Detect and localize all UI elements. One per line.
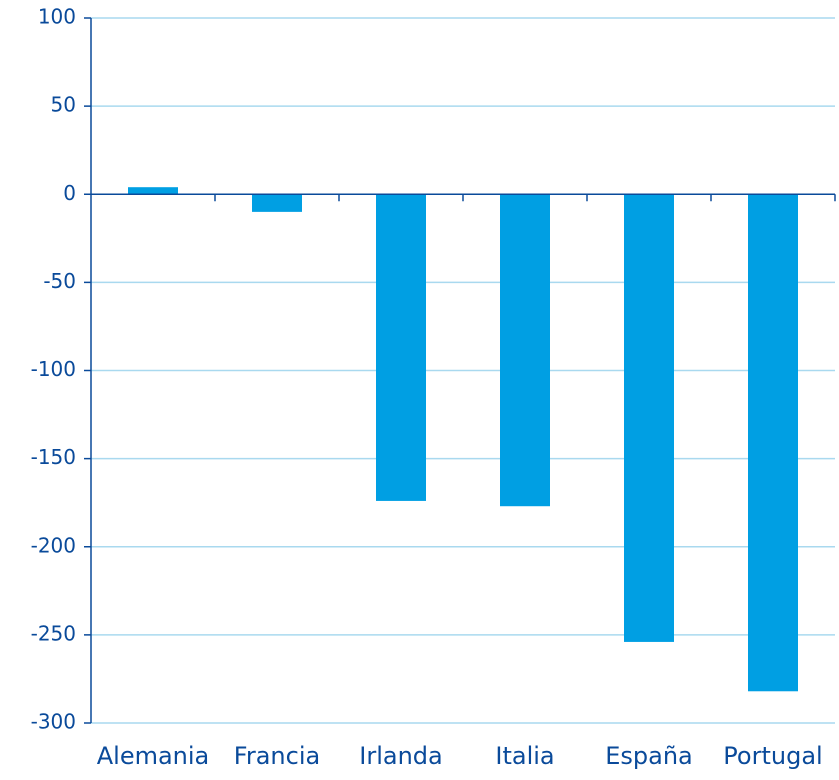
y-tick-label: 100 [38,5,76,29]
y-tick-label: -200 [31,533,76,557]
bar [376,194,426,501]
x-tick-label: España [605,742,693,770]
y-tick-label: -50 [43,269,76,293]
bar [252,194,302,212]
x-tick-label: Italia [495,742,554,770]
y-tick-label: -100 [31,357,76,381]
x-tick-label: Francia [234,742,320,770]
bar [748,194,798,692]
y-tick-label: -150 [31,445,76,469]
y-tick-label: 50 [51,93,76,117]
x-tick-label: Irlanda [359,742,442,770]
x-tick-label: Portugal [723,742,822,770]
y-tick-label: 0 [63,181,76,205]
bar [500,194,550,507]
y-tick-label: -300 [31,710,76,734]
y-tick-label: -250 [31,621,76,645]
bar [128,187,178,195]
bar [624,194,674,642]
x-tick-label: Alemania [97,742,210,770]
